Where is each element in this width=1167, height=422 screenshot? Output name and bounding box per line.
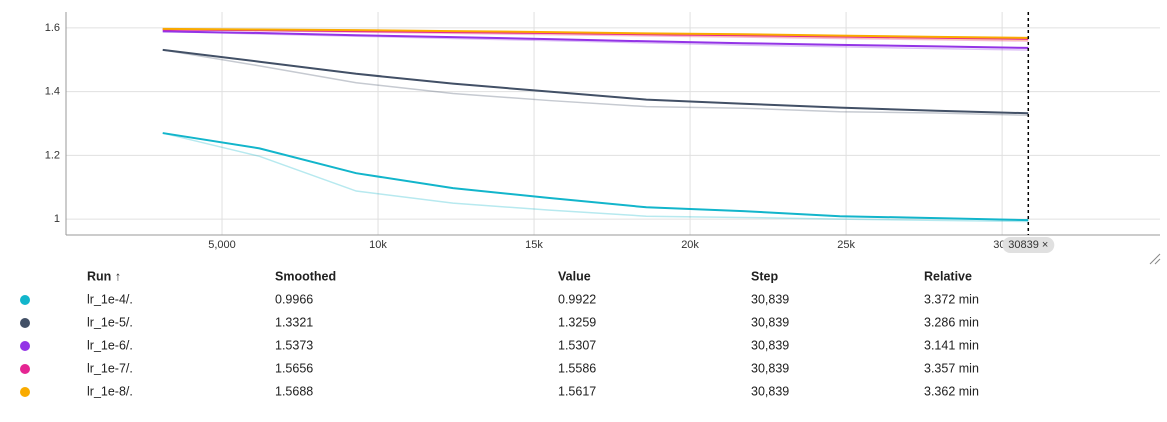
column-header[interactable]: Run ↑	[87, 269, 121, 283]
y-tick-label: 1.2	[45, 149, 60, 161]
cell: 30,839	[751, 384, 789, 398]
smoothed-line	[162, 48, 1029, 115]
y-tick-label: 1.4	[45, 86, 60, 98]
cursor-badge[interactable]	[1002, 237, 1055, 253]
run-color[interactable]	[20, 387, 30, 397]
cell: 0.9966	[275, 292, 313, 306]
cell: lr_1e-4/.	[87, 292, 133, 306]
cell: 1.5656	[275, 361, 313, 375]
smoothed-line	[162, 132, 1029, 222]
cell: 1.5373	[275, 338, 313, 352]
cell: 30,839	[751, 315, 789, 329]
cursor-label: 30839 ×	[1008, 239, 1048, 251]
run-color[interactable]	[20, 318, 30, 328]
smoothed-line	[162, 30, 1029, 49]
x-tick-label: 20k	[681, 239, 699, 251]
run-color[interactable]	[20, 341, 30, 351]
cell: lr_1e-8/.	[87, 384, 133, 398]
run-table: Run ↑ Smoothed Value Step Relative lr_1e-4/. 0…	[20, 269, 979, 398]
cell: 1.5688	[275, 384, 313, 398]
x-tick-label: 5,000	[208, 239, 236, 251]
column-header: Smoothed	[275, 269, 336, 283]
cell: 30,839	[751, 338, 789, 352]
cell: 0.9922	[558, 292, 596, 306]
cell: 1.3259	[558, 315, 596, 329]
y-tick-label: 1.6	[45, 22, 60, 34]
cell: 1.5307	[558, 338, 596, 352]
y-tick-label: 1	[54, 213, 60, 225]
resize-handle[interactable]	[1149, 253, 1161, 265]
cell: lr_1e-5/.	[87, 315, 133, 329]
cell: 3.286 min	[924, 315, 979, 329]
cell: 1.3321	[275, 315, 313, 329]
smoothed-line	[162, 27, 1029, 39]
raw-line	[162, 132, 1029, 223]
column-header: Relative	[924, 269, 972, 283]
cell: lr_1e-7/.	[87, 361, 133, 375]
column-header: Value	[558, 269, 591, 283]
cell: 1.5617	[558, 384, 596, 398]
x-tick-label: 25k	[837, 239, 855, 251]
cell: 30,839	[751, 361, 789, 375]
x-tick-label: 10k	[369, 239, 387, 251]
x-tick-label: 15k	[525, 239, 543, 251]
cell: 3.372 min	[924, 292, 979, 306]
cell: lr_1e-6/.	[87, 338, 133, 352]
column-header: Step	[751, 269, 778, 283]
cell: 1.5586	[558, 361, 596, 375]
cell: 3.141 min	[924, 338, 979, 352]
run-color[interactable]	[20, 364, 30, 374]
run-color[interactable]	[20, 295, 30, 305]
cell: 30,839	[751, 292, 789, 306]
raw-line	[162, 49, 1029, 116]
cell: 3.362 min	[924, 384, 979, 398]
cell: 3.357 min	[924, 361, 979, 375]
